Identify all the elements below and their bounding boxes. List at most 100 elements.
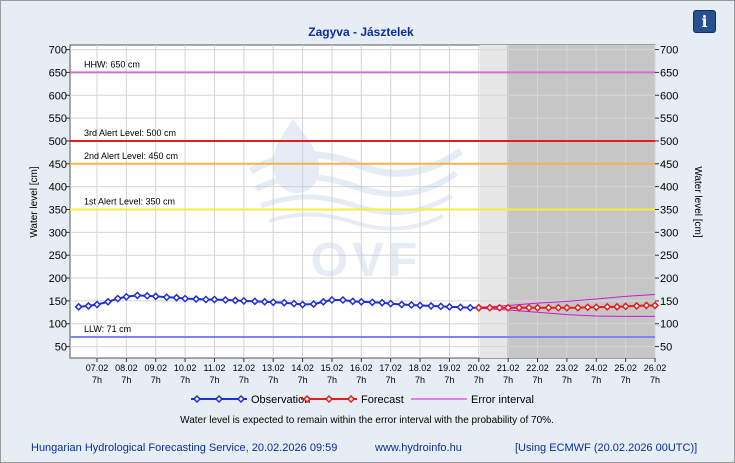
x-tick-label: 23.02 — [556, 363, 579, 373]
legend: Observation Forecast Error interval — [191, 394, 534, 406]
observation-point — [386, 299, 395, 308]
y-tick-label: 150 — [49, 296, 67, 308]
observation-point — [122, 292, 131, 301]
x-tick-time: 7h — [621, 375, 631, 385]
x-tick-label: 20.02 — [468, 363, 491, 373]
forecast-point — [650, 301, 660, 310]
x-tick-time: 7h — [650, 375, 660, 385]
y-tick-label: 550 — [660, 113, 678, 125]
observation-point — [407, 300, 416, 310]
y-tick-label: 350 — [49, 204, 67, 216]
observation-point — [260, 297, 269, 306]
y-tick-label: 700 — [660, 45, 678, 57]
legend-marker — [302, 394, 312, 404]
forecast-point — [583, 303, 592, 312]
forecast-point — [621, 302, 630, 311]
x-tick-label: 24.02 — [585, 363, 608, 373]
x-tick-time: 7h — [444, 375, 454, 385]
forecast-point — [632, 301, 641, 310]
x-tick-time: 7h — [591, 375, 601, 385]
observation-point — [172, 293, 181, 302]
watermark-text: OVF — [311, 234, 422, 287]
observation-point — [151, 292, 160, 301]
x-tick-label: 16.02 — [350, 363, 373, 373]
y-tick-label: 450 — [660, 159, 678, 171]
x-tick-label: 15.02 — [321, 363, 344, 373]
x-tick-time: 7h — [562, 375, 572, 385]
x-tick-label: 08.02 — [115, 363, 138, 373]
y-tick-label: 100 — [49, 319, 67, 331]
forecast-point — [573, 303, 582, 312]
observation-point — [397, 300, 406, 309]
observation-point — [466, 303, 475, 312]
observation-point — [436, 302, 445, 311]
forecast-point — [504, 303, 513, 312]
forecast-point — [544, 303, 553, 312]
observation-point — [162, 293, 171, 302]
y-tick-label: 600 — [49, 90, 67, 102]
observation-point — [368, 298, 377, 307]
forecast-point — [592, 303, 601, 312]
y-tick-label: 650 — [660, 67, 678, 79]
observation-point — [201, 295, 210, 304]
legend-marker — [236, 394, 246, 404]
footer-link[interactable]: www.hydroinfo.hu — [375, 442, 462, 454]
observation-point — [84, 301, 93, 310]
x-tick-time: 7h — [151, 375, 161, 385]
observation-point — [210, 295, 219, 304]
forecast-point — [485, 303, 494, 312]
observation-point — [309, 300, 318, 309]
x-tick-time: 7h — [356, 375, 366, 385]
observation-point — [181, 294, 190, 303]
forecast-zone-today — [480, 45, 507, 358]
x-tick-time: 7h — [386, 375, 396, 385]
legend-label: Error interval — [471, 394, 534, 406]
probability-note: Water level is expected to remain within… — [180, 415, 554, 426]
legend-label: Forecast — [361, 394, 404, 406]
observation-point — [338, 295, 348, 305]
x-tick-label: 07.02 — [86, 363, 109, 373]
x-tick-label: 10.02 — [174, 363, 197, 373]
y-axis-label-left: Water level [cm] — [29, 166, 40, 238]
legend-marker — [346, 394, 356, 404]
y-tick-label: 550 — [49, 113, 67, 125]
observation-point — [319, 297, 328, 306]
observation-point — [348, 297, 357, 306]
observation-point — [103, 297, 113, 306]
observation-point — [298, 300, 307, 309]
x-tick-label: 17.02 — [379, 363, 402, 373]
y-tick-label: 300 — [660, 227, 678, 239]
y-tick-label: 650 — [49, 67, 67, 79]
x-tick-time: 7h — [268, 375, 278, 385]
observation-point — [456, 303, 465, 312]
ovf-watermark-logo: OVF — [249, 119, 464, 287]
y-axis-label-right: Water level [cm] — [692, 166, 703, 238]
legend-marker — [192, 394, 202, 404]
observation-point — [289, 299, 299, 308]
info-icon: i — [701, 12, 708, 31]
observation-point — [133, 291, 142, 300]
forecast-point — [554, 303, 563, 312]
x-tick-time: 7h — [503, 375, 513, 385]
y-axis-right: 50 100 150 200 250 300 350 400 450 500 550 600 650 70… — [655, 45, 678, 354]
observation-point — [143, 291, 152, 300]
y-tick-label: 500 — [49, 136, 67, 148]
forecast-point — [515, 303, 524, 312]
y-tick-label: 600 — [660, 90, 678, 102]
x-tick-label: 22.02 — [526, 363, 549, 373]
y-tick-label: 500 — [660, 136, 678, 148]
observation-point — [280, 298, 289, 307]
x-tick-time: 7h — [415, 375, 425, 385]
y-tick-label: 350 — [660, 204, 678, 216]
observation-point — [231, 296, 240, 305]
x-tick-time: 7h — [180, 375, 190, 385]
y-tick-label: 300 — [49, 227, 67, 239]
reference-label: LLW: 71 cm — [84, 324, 131, 334]
observation-point — [92, 300, 102, 309]
x-tick-time: 7h — [239, 375, 249, 385]
legend-marker — [324, 394, 334, 404]
info-button[interactable]: i — [693, 10, 716, 33]
y-tick-label: 450 — [49, 159, 67, 171]
footer-service: Hungarian Hydrological Forecasting Servi… — [31, 442, 338, 454]
